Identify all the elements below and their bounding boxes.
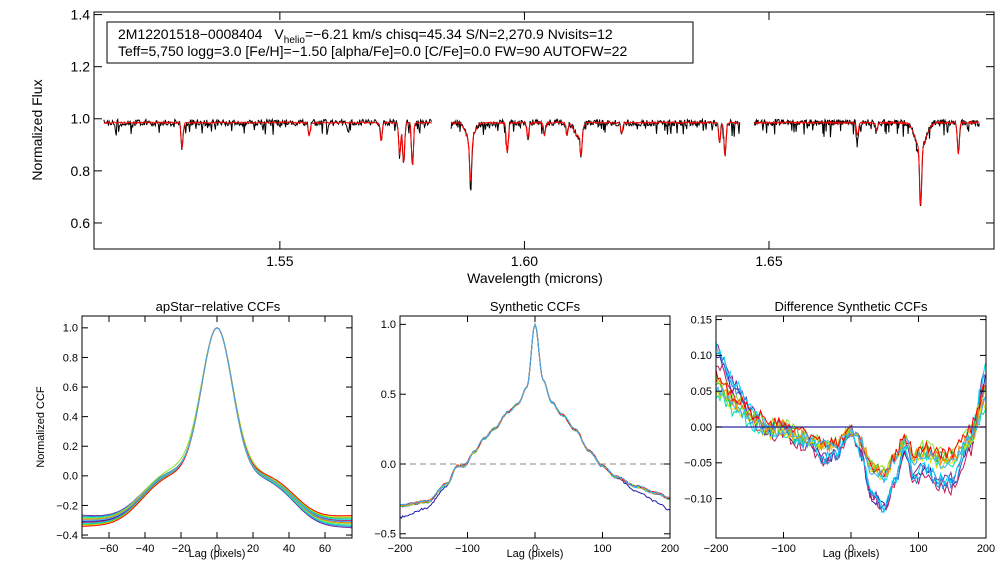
apstar-ccf-x-tick-label: −60 bbox=[100, 543, 119, 555]
difference-ccf-series-line bbox=[715, 385, 986, 484]
apstar-ccf-y-axis-label: Normalized CCF bbox=[35, 386, 47, 468]
spectrum-x-tick-label: 1.60 bbox=[511, 253, 538, 269]
apstar-ccf-plot-area bbox=[81, 327, 353, 529]
difference-ccf-ticks: −200 −100 0 100 200 −0.10 −0.05 0.00 0.05 0.10 0.1… bbox=[684, 314, 995, 555]
apstar-ccf-y-tick-label: −0.4 bbox=[56, 530, 78, 542]
difference-ccf-x-tick-label: −100 bbox=[771, 543, 796, 555]
apstar-ccf-panel: apStar−relative CCFs −60 −40 −20 0 20 40 60 −0.… bbox=[35, 299, 353, 560]
spectrum-y-axis-label: Normalized Flux bbox=[29, 79, 45, 180]
difference-ccf-x-tick-label: −200 bbox=[704, 543, 729, 555]
synthetic-ccf-y-tick-label: 1.0 bbox=[381, 319, 396, 331]
difference-ccf-y-tick-label: 0.05 bbox=[691, 386, 712, 398]
spectrum-y-tick-label: 1.2 bbox=[71, 59, 91, 75]
model-spectrum-line bbox=[754, 120, 980, 206]
apstar-ccf-x-tick-label: −40 bbox=[136, 543, 155, 555]
difference-ccf-y-tick-label: 0.10 bbox=[691, 350, 712, 362]
difference-ccf-x-tick-label: 0 bbox=[848, 543, 854, 555]
spectrum-y-tick-label: 0.8 bbox=[71, 163, 91, 179]
difference-ccf-series-line bbox=[715, 377, 986, 477]
difference-ccf-x-axis-label: Lag (pixels) bbox=[823, 548, 880, 560]
spectrum-info-line-1: 2M12201518−0008404 Vhelio=−6.21 km/s chis… bbox=[118, 26, 613, 46]
difference-ccf-x-tick-label: 100 bbox=[909, 543, 927, 555]
synthetic-ccf-y-tick-label: 0.0 bbox=[381, 459, 396, 471]
synthetic-ccf-y-tick-label: 0.5 bbox=[381, 389, 396, 401]
spectrum-x-tick-label: 1.65 bbox=[755, 253, 782, 269]
difference-ccf-y-tick-label: −0.10 bbox=[684, 493, 712, 505]
synthetic-ccf-x-tick-label: −100 bbox=[455, 543, 480, 555]
synthetic-ccf-y-tick-label: −0.5 bbox=[374, 529, 396, 541]
spectrum-x-tick-label: 1.55 bbox=[266, 253, 293, 269]
synthetic-ccf-plot-area bbox=[399, 322, 671, 519]
spectrum-axes-frame bbox=[93, 11, 995, 250]
spectrum-ticks: 1.55 1.60 1.65 0.6 0.8 1.0 1.2 1.4 bbox=[71, 7, 994, 269]
apstar-ccf-y-tick-label: −0.2 bbox=[56, 500, 78, 512]
spectrum-x-axis-label: Wavelength (microns) bbox=[467, 270, 603, 286]
apstar-ccf-y-tick-label: 0.4 bbox=[63, 411, 78, 423]
spectrum-y-tick-label: 1.0 bbox=[71, 111, 91, 127]
synthetic-ccf-x-tick-label: 200 bbox=[661, 543, 679, 555]
difference-ccf-y-tick-label: 0.00 bbox=[691, 422, 712, 434]
apstar-ccf-x-tick-label: −20 bbox=[172, 543, 191, 555]
apstar-ccf-y-tick-label: 0.6 bbox=[63, 382, 78, 394]
spectrum-y-tick-label: 1.4 bbox=[71, 7, 91, 23]
apstar-ccf-ticks: −60 −40 −20 0 20 40 60 −0.4 −0.2 0.0 0.2 0.4 0.6 0.8 1… bbox=[56, 316, 352, 555]
spectrum-plot-area bbox=[103, 117, 980, 207]
apstar-ccf-x-tick-label: 40 bbox=[283, 543, 295, 555]
synthetic-ccf-panel: Synthetic CCFs −200 −100 0 100 200 −0.5 0.0 0.5… bbox=[374, 299, 679, 560]
apstar-ccf-series-line bbox=[82, 327, 352, 522]
apstar-ccf-title: apStar−relative CCFs bbox=[156, 299, 281, 314]
apstar-ccf-y-tick-label: 0.0 bbox=[63, 471, 78, 483]
apstar-ccf-y-tick-label: 0.2 bbox=[63, 441, 78, 453]
apstar-ccf-y-tick-label: 0.8 bbox=[63, 352, 78, 364]
apstar-ccf-x-tick-label: 0 bbox=[214, 543, 220, 555]
spectrum-info-box bbox=[106, 21, 694, 64]
difference-ccf-series-line bbox=[715, 369, 986, 478]
apstar-ccf-x-axis-label: Lag (pixels) bbox=[189, 548, 246, 560]
spectrum-info-stats: =−6.21 km/s chisq=45.34 S/N=2,270.9 Nvis… bbox=[305, 26, 613, 42]
synthetic-ccf-x-tick-label: 0 bbox=[532, 543, 538, 555]
synthetic-ccf-ticks: −200 −100 0 100 200 −0.5 0.0 0.5 1.0 bbox=[374, 316, 679, 555]
star-id: 2M12201518−0008404 bbox=[118, 26, 263, 42]
vhelio-subscript: helio bbox=[284, 35, 306, 46]
spectrum-panel: 1.55 1.60 1.65 0.6 0.8 1.0 1.2 1.4 2M12201518−0… bbox=[29, 7, 995, 286]
apstar-ccf-x-tick-label: 60 bbox=[319, 543, 331, 555]
difference-ccf-series-line bbox=[715, 372, 986, 476]
difference-ccf-title: Difference Synthetic CCFs bbox=[775, 299, 928, 314]
difference-ccf-plot-area bbox=[715, 341, 986, 515]
spectrum-info-line-2: Teff=5,750 logg=3.0 [Fe/H]=−1.50 [alpha/… bbox=[118, 43, 627, 59]
apstar-ccf-y-tick-label: 1.0 bbox=[63, 323, 78, 335]
synthetic-ccf-x-axis-label: Lag (pixels) bbox=[507, 548, 564, 560]
apstar-ccf-x-tick-label: 20 bbox=[247, 543, 259, 555]
synthetic-ccf-x-tick-label: −200 bbox=[388, 543, 413, 555]
synthetic-ccf-series-line bbox=[399, 322, 671, 507]
model-spectrum-line bbox=[450, 120, 740, 182]
difference-ccf-y-tick-label: 0.15 bbox=[691, 314, 712, 326]
synthetic-ccf-title: Synthetic CCFs bbox=[490, 299, 581, 314]
difference-ccf-panel: Difference Synthetic CCFs −200 −100 0 100 20… bbox=[684, 299, 995, 560]
vhelio-label: V bbox=[274, 26, 284, 42]
synthetic-ccf-x-tick-label: 100 bbox=[593, 543, 611, 555]
spectrum-y-tick-label: 0.6 bbox=[71, 215, 91, 231]
difference-ccf-x-tick-label: 200 bbox=[977, 543, 995, 555]
difference-ccf-y-tick-label: −0.05 bbox=[684, 458, 712, 470]
model-spectrum-line bbox=[103, 120, 432, 166]
